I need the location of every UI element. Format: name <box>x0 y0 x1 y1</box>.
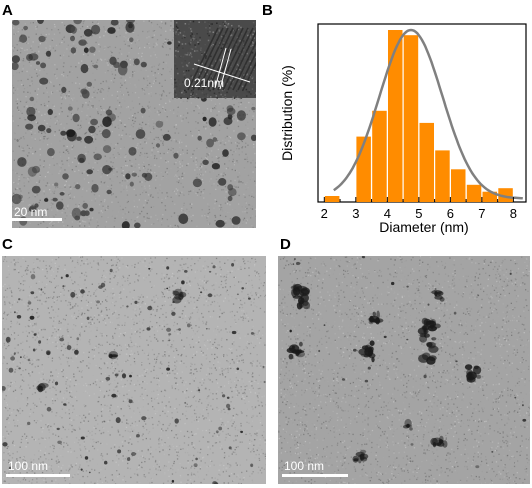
scale-bar-a <box>12 218 62 221</box>
x-tick-label: 7 <box>478 206 485 221</box>
panel-letter-c: C <box>2 236 13 253</box>
scale-bar-c <box>6 474 70 477</box>
histogram-bar <box>419 122 434 202</box>
scale-label-a: 20 nm <box>14 205 48 219</box>
tem-image-d-canvas <box>278 256 530 484</box>
scale-label-c: 100 nm <box>8 459 49 473</box>
histogram-bar <box>498 188 513 202</box>
panel-letter-d: D <box>280 236 291 253</box>
chart-canvas: 2 3 4 5 6 7 8 Diameter (nm) Distribution (%) <box>279 23 527 235</box>
x-tick-label: 4 <box>384 206 391 221</box>
x-tick-label: 6 <box>447 206 454 221</box>
histogram-bar <box>482 191 497 202</box>
histogram-bar <box>324 196 340 202</box>
histogram-bar <box>403 35 419 203</box>
size-distribution-chart: 2 3 4 5 6 7 8 Diameter (nm) Distribution (%) <box>270 0 532 240</box>
tem-image-d <box>278 256 530 484</box>
x-tick-label: 5 <box>415 206 422 221</box>
tem-image-c <box>2 256 266 484</box>
histogram-bar <box>435 150 450 202</box>
histogram-bar <box>451 169 466 202</box>
tem-image-c-canvas <box>2 256 266 484</box>
scale-bar-d <box>282 474 348 477</box>
x-tick-label: 2 <box>321 206 328 221</box>
tem-image-a-canvas <box>12 20 256 228</box>
panel-letter-b: B <box>262 2 273 19</box>
x-tick-label: 8 <box>510 206 517 221</box>
tem-image-a <box>12 20 256 228</box>
histogram-bar <box>372 110 387 202</box>
y-axis-label: Distribution (%) <box>279 65 295 161</box>
x-axis-label: Diameter (nm) <box>379 219 468 235</box>
panel-letter-a: A <box>2 2 13 19</box>
lattice-spacing-label: 0.21nm <box>184 76 225 90</box>
histogram-bar <box>466 184 482 202</box>
x-tick-label: 3 <box>352 206 359 221</box>
gaussian-fit-curve <box>333 28 523 200</box>
histogram-bar <box>388 30 403 202</box>
scale-label-d: 100 nm <box>284 459 325 473</box>
